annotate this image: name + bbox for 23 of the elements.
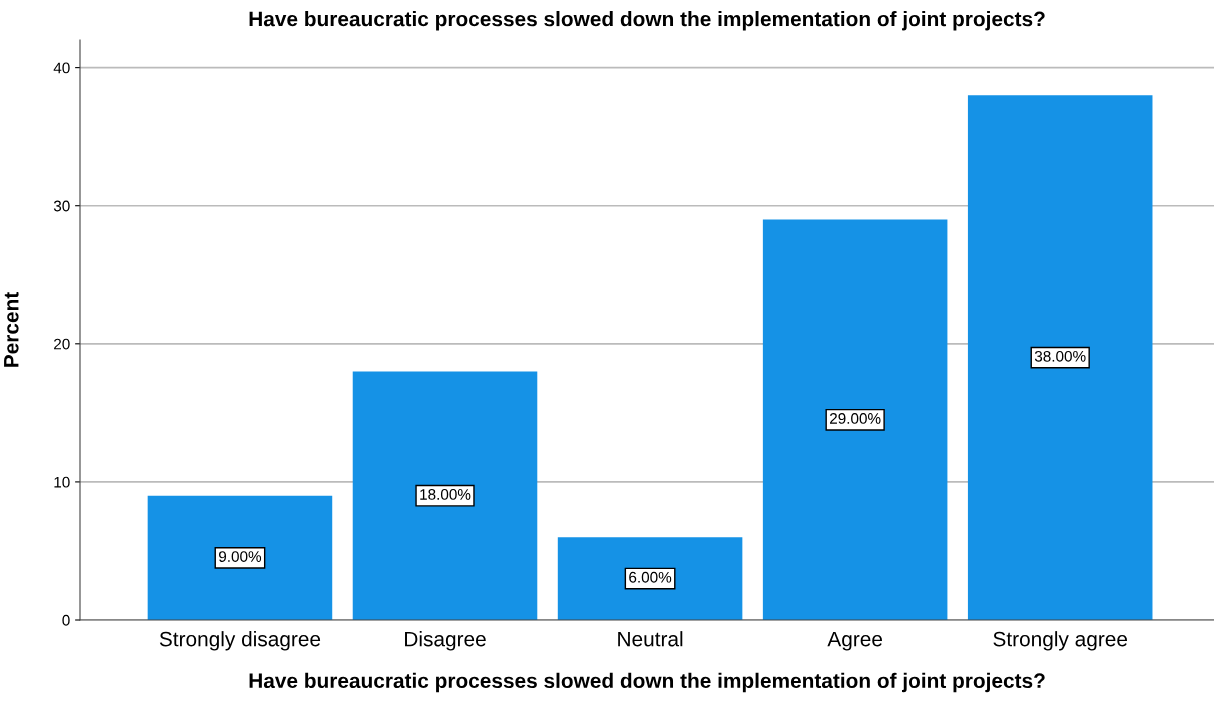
y-tick-label: 10 (54, 476, 70, 488)
y-tick-label: 30 (53, 200, 70, 212)
y-tick-label: 40 (53, 62, 70, 74)
bar (352, 371, 538, 620)
data-label: 9.00% (219, 551, 262, 562)
x-tick-label: Strongly disagree (159, 631, 321, 651)
y-tick-label: 20 (54, 338, 70, 350)
x-tick-label: Strongly agree (993, 631, 1128, 651)
bar (147, 495, 333, 620)
data-label: 6.00% (629, 571, 672, 583)
y-axis-title: Percent (4, 292, 19, 367)
x-tick-label: Agree (827, 631, 883, 651)
bar (762, 219, 948, 620)
data-label: 38.00% (1034, 350, 1086, 362)
data-label: 29.00% (830, 413, 881, 424)
bar (557, 537, 743, 620)
chart-title: Have bureaucratic processes slowed down the implementation of joint projects? (249, 11, 1045, 31)
y-tick-label: 0 (62, 614, 70, 626)
data-label: 18.00% (420, 489, 471, 500)
x-tick-label: Disagree (405, 631, 486, 651)
bar (967, 95, 1153, 620)
x-tick-label: Neutral (618, 631, 683, 647)
x-axis-title: Have bureaucratic processes slowed down the implementation of joint projects? (249, 672, 1045, 693)
